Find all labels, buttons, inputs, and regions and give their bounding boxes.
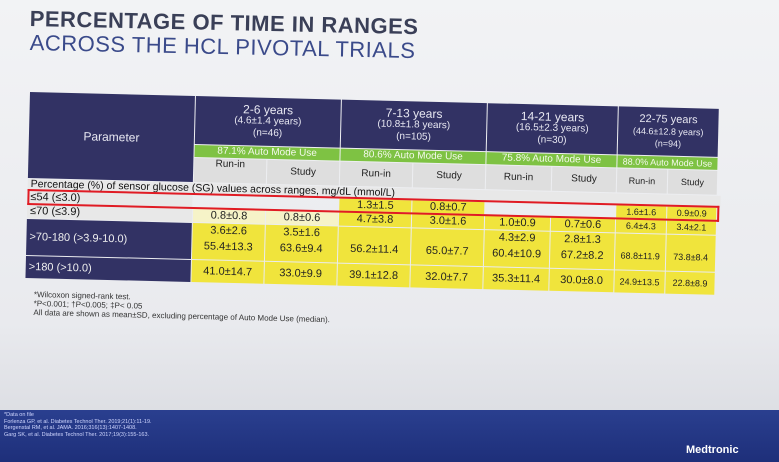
runin-header: Run-in: [616, 168, 668, 194]
cell-70-180-g1-study: 3.5±1.6 63.6±9.4: [264, 224, 338, 263]
cell-70-180-g3-runin: 4.3±2.9 60.4±10.9: [483, 230, 550, 268]
cell-gt180-g4-runin: 24.9±13.5: [614, 270, 665, 294]
cell-value: 60.4±10.9: [492, 247, 542, 261]
runin-header: Run-in: [193, 158, 267, 184]
footer-bar: [0, 410, 779, 462]
cell-70-180-g2-study: 65.0±7.7: [410, 228, 484, 267]
group-header-1: 2-6 years (4.6±1.4 years) (n=46): [194, 96, 341, 148]
study-header: Study: [667, 169, 718, 195]
cell-gt180-g2-study: 32.0±7.7: [410, 265, 483, 290]
cell-gt180-g3-runin: 35.3±11.4: [483, 267, 549, 291]
cell-value: 67.2±8.2: [560, 249, 604, 263]
cell-gt180-g2-runin: 39.1±12.8: [337, 263, 410, 288]
reference: Forlenza GP, et al. Diabetes Technol The…: [4, 418, 152, 425]
group-n: (n=105): [396, 130, 432, 143]
cell-gt180-g1-runin: 41.0±14.7: [191, 260, 264, 284]
references: *Data on file Forlenza GP, et al. Diabet…: [4, 412, 152, 438]
cell-le70-g4-study: 3.4±2.1: [666, 219, 717, 235]
group-n: (n=94): [654, 138, 682, 149]
cell-le70-g4-runin: 6.4±4.3: [615, 218, 667, 234]
runin-header: Run-in: [485, 165, 552, 191]
study-header: Study: [266, 159, 340, 186]
group-header-4: 22-75 years (44.6±12.8 years) (n=94): [617, 106, 719, 157]
cell-gt180-g4-study: 22.8±8.9: [665, 271, 715, 295]
cell-70-180-g3-study: 2.8±1.3 67.2±8.2: [549, 231, 615, 270]
reference: *Data on file: [4, 412, 34, 418]
group-header-2: 7-13 years (10.8±1.8 years) (n=105): [340, 99, 487, 152]
runin-header: Run-in: [339, 161, 413, 188]
cell-70-180-g1-runin: 3.6±2.6 55.4±13.3: [191, 223, 265, 261]
reference: Garg SK, et al. Diabetes Technol Ther. 2…: [4, 431, 150, 438]
study-header: Study: [412, 163, 486, 190]
cell-70-180-g2-runin: 56.2±11.4: [337, 226, 411, 265]
group-header-3: 14-21 years (16.5±2.3 years) (n=30): [486, 103, 618, 155]
parameter-header: Parameter: [27, 92, 195, 183]
group-n: (n=46): [252, 127, 283, 140]
study-header: Study: [551, 166, 617, 193]
cell-value: 63.6±9.4: [279, 242, 323, 256]
cell-gt180-g1-study: 33.0±9.9: [264, 261, 337, 286]
cell-value: 55.4±13.3: [203, 240, 253, 254]
highlight-box-left: [27, 188, 30, 206]
cell-gt180-g3-study: 30.0±8.0: [549, 268, 614, 293]
reference: Bergenstal RM, et al. JAMA. 2016;316(13)…: [4, 425, 137, 431]
row-label-70-180: >70-180 (>3.9-10.0): [26, 218, 192, 259]
cell-70-180-g4-runin: 68.8±11.9: [614, 233, 666, 271]
highlight-box-right: [717, 205, 720, 222]
brand-logo: Medtronic: [686, 444, 739, 456]
cell-70-180-g4-study: 73.8±8.4: [665, 234, 716, 272]
group-n: (n=30): [537, 134, 567, 147]
row-label-gt180: >180 (>10.0): [25, 255, 191, 282]
auto-mode-4: 88.0% Auto Mode Use: [617, 155, 718, 170]
